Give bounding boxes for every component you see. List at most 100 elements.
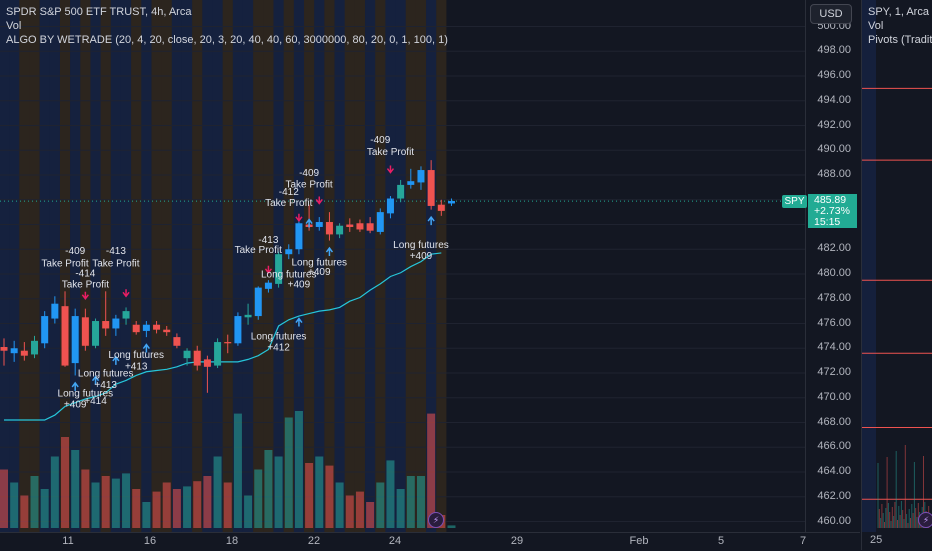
volume-bar — [50, 456, 59, 528]
time-tick-label: 22 — [307, 535, 321, 547]
trade-annotation: +414 — [84, 396, 107, 407]
volume-bar — [294, 411, 303, 528]
trade-annotation: -413 — [258, 235, 278, 246]
price-tick-label: 480.00 — [817, 267, 851, 279]
volume-bar — [325, 465, 334, 528]
time-tick-label: 24 — [388, 535, 402, 547]
trade-annotation: -412 — [279, 187, 299, 198]
price-axis[interactable]: 460.00 462.00 464.00 466.00 468.00 470.00 472.… — [805, 0, 861, 532]
session-band — [59, 0, 71, 532]
session-band — [110, 0, 121, 532]
volume-bar — [284, 417, 293, 528]
volume-bar — [71, 450, 80, 528]
volume-bar — [183, 486, 192, 528]
volume-bar — [30, 476, 39, 528]
trade-annotation: -414 — [75, 268, 95, 279]
volume-bar — [101, 476, 110, 528]
volume-legend[interactable]: Vol — [6, 20, 22, 32]
volume-bar — [40, 489, 49, 528]
last-price-value: 485.89 — [814, 194, 847, 206]
session-band — [232, 0, 243, 532]
secondary-title[interactable]: SPY, 1, Arca — [868, 6, 929, 18]
volume-bar — [162, 482, 171, 528]
session-band — [39, 0, 50, 532]
buy-arrow-icon — [295, 317, 303, 327]
price-tick-label: 492.00 — [817, 118, 851, 131]
volume-bar — [61, 437, 70, 528]
buy-arrow-icon — [305, 218, 313, 228]
candle-body — [366, 223, 374, 231]
session-band — [385, 0, 396, 532]
session-band — [151, 0, 162, 532]
session-band — [365, 0, 376, 532]
price-tick-label: 470.00 — [817, 390, 851, 403]
volume-bar — [152, 491, 161, 528]
candle-body — [315, 222, 323, 227]
main-chart-area[interactable]: -409 Take Profit -414 Take Profit -413 Take P… — [0, 0, 805, 532]
time-tick-label: 5 — [717, 535, 725, 547]
secondary-volume-legend[interactable]: Vol — [868, 20, 884, 32]
session-band — [314, 0, 325, 532]
session-band — [70, 0, 81, 532]
sell-arrow-icon — [295, 213, 303, 223]
candle-body — [386, 198, 394, 214]
candle-body — [285, 249, 293, 255]
volume-bar — [233, 413, 242, 528]
candle-body — [142, 324, 150, 331]
last-price-symbol-tag: SPY — [782, 195, 807, 208]
sell-arrow-icon — [315, 196, 323, 205]
lightning-icon[interactable]: ⚡ — [428, 512, 444, 528]
session-band — [131, 0, 142, 532]
session-band — [304, 0, 315, 532]
trailing-stop-line — [4, 252, 442, 421]
bar-countdown: 15:15 — [814, 216, 841, 228]
volume-bar — [386, 460, 395, 528]
volume-bar — [203, 476, 212, 528]
volume-bar — [81, 469, 90, 528]
currency-button[interactable]: USD — [810, 4, 852, 24]
sell-arrow-icon — [386, 165, 395, 174]
session-band — [395, 0, 406, 532]
trade-annotation: +409 — [410, 251, 433, 262]
candle-body — [92, 321, 100, 346]
volume-bar — [20, 495, 29, 528]
candle-body — [234, 316, 242, 344]
session-band — [415, 0, 427, 532]
session-band — [202, 0, 213, 532]
time-axis[interactable]: 11 16 18 22 24 29 Feb 5 7 — [0, 532, 860, 551]
volume-bar — [264, 450, 273, 528]
volume-bar — [91, 482, 100, 528]
volume-bar — [345, 495, 354, 528]
session-band — [171, 0, 182, 532]
trade-annotation: Long futures — [393, 240, 449, 251]
candle-body — [81, 317, 89, 346]
volume-bar — [10, 482, 19, 528]
volume-bar — [254, 469, 263, 528]
time-tick-label: 11 — [62, 535, 74, 547]
buy-arrow-icon — [325, 246, 334, 257]
last-price-label: 485.89 +2.73% 15:15 — [808, 194, 857, 228]
candle-body — [325, 222, 333, 235]
sell-arrow-icon — [81, 291, 89, 300]
candle-body — [275, 254, 283, 284]
pivots-legend[interactable]: Pivots (Traditi — [868, 34, 932, 46]
indicator-legend[interactable]: ALGO BY WETRADE (20, 4, 20, close, 20, 3… — [6, 34, 448, 46]
secondary-lightning-icon[interactable]: ⚡ — [918, 512, 932, 528]
session-band — [862, 0, 876, 532]
secondary-chart-pane[interactable]: SPY, 1, Arca Vol Pivots (Traditi ⚡ 25 — [861, 0, 932, 550]
candle-body — [346, 224, 354, 227]
candle-body — [122, 311, 130, 319]
candle-body — [173, 337, 181, 346]
trade-annotation: Long futures — [108, 350, 164, 361]
trade-annotation: Take Profit — [285, 179, 332, 190]
trade-annotation: +412 — [267, 343, 290, 354]
session-band — [100, 0, 111, 532]
trade-annotation: Take Profit — [235, 245, 282, 256]
volume-bar — [244, 495, 253, 528]
volume-bar — [376, 482, 385, 528]
price-tick-label: 478.00 — [817, 291, 851, 304]
session-band — [90, 0, 101, 532]
symbol-title[interactable]: SPDR S&P 500 ETF TRUST, 4h, Arca — [6, 6, 192, 18]
trade-annotation: Long futures — [261, 270, 317, 281]
